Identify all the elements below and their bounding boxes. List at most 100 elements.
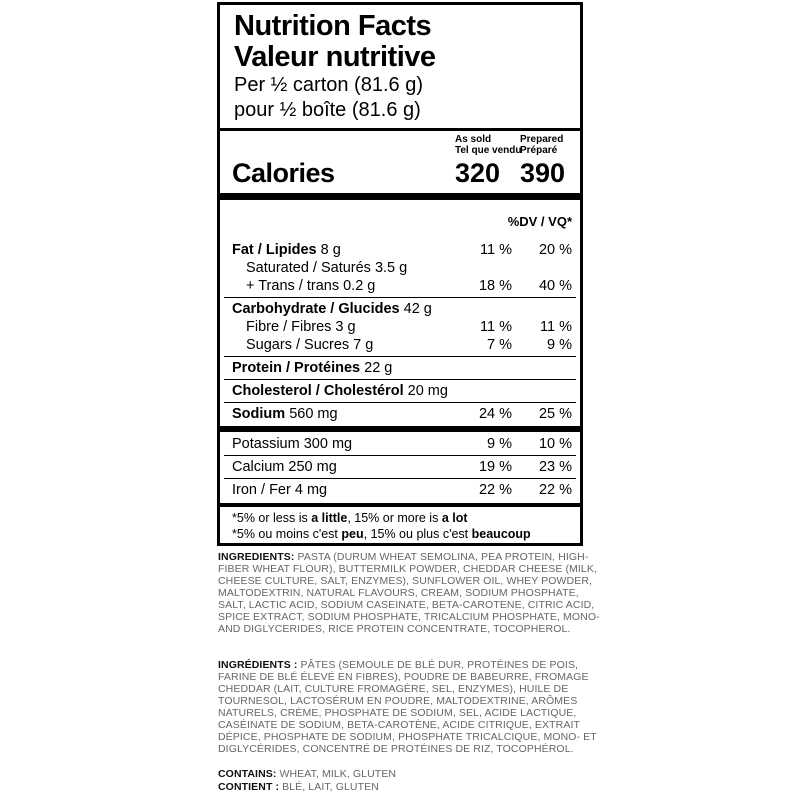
nutrient-amount: 42 g [399,301,432,317]
footnote-emphasis: beaucoup [471,526,531,541]
calories-label: Calories [232,158,335,188]
daily-value-header: %DV / VQ* [507,214,572,229]
separator-medium [220,128,580,131]
nutrient-label: Fibre / Fibres 3 g [232,318,455,336]
title-en: Nutrition Facts [234,10,432,42]
contains-en-text: WHEAT, MILK, GLUTEN [276,768,397,780]
separator-thin [224,379,576,380]
nutrient-amount: Potassium 300 mg [232,436,353,452]
nutrient-amount: Saturated / Saturés 3.5 g [246,260,408,276]
nutrient-name: Cholesterol / Cholestérol [232,383,404,399]
nutrient-amount: 560 mg [285,406,338,422]
prepared-en: Prepared [520,134,564,145]
footnote-emphasis: peu [341,526,364,541]
column-header-as-sold: As sold Tel que vendu [455,134,522,156]
nutrient-row-sugars: Sugars / Sucres 7 g 7 % 9 % [220,336,580,354]
spacer [232,134,455,156]
nutrient-row-fibre: Fibre / Fibres 3 g 11 % 11 % [220,318,580,336]
dv-prepared: 25 % [538,406,572,422]
nutrient-label: Carbohydrate / Glucides 42 g [232,300,455,318]
nutrition-facts-label: Nutrition Facts Valeur nutritive Per ½ c… [217,2,583,546]
nutrient-row-saturated: Saturated / Saturés 3.5 g [220,259,580,277]
dv-as-sold: 11 % [480,242,512,258]
nutrient-amount: 22 g [360,360,393,376]
column-headers: As sold Tel que vendu Prepared Préparé [220,134,580,156]
nutrient-label: Sugars / Sucres 7 g [232,336,455,354]
dv-prepared: 9 % [547,337,572,353]
nutrient-name: Fat / Lipides [232,242,317,258]
dv-prepared: 11 % [540,319,572,335]
nutrient-name: Sodium [232,406,286,422]
ingredients-fr: INGRÉDIENTS : PÂTES (SEMOULE DE BLÉ DUR,… [218,659,606,755]
separator-thin [224,455,576,456]
dv-as-sold: 18 % [478,278,512,294]
footnote-text: , 15% or more is [347,511,442,525]
nutrient-amount: Calcium 250 mg [232,459,337,475]
serving-size-en: Per ½ carton (81.6 g) [234,74,423,96]
dv-as-sold: 11 % [480,319,512,335]
footnote-fr: *5% ou moins c'est peu, 15% ou plus c'es… [220,527,580,543]
nutrient-amount: + Trans / trans 0.2 g [246,278,376,294]
nutrient-row-calcium: Calcium 250 mg 19 % 23 % [220,458,580,476]
allergen-statement: CONTAINS: WHEAT, MILK, GLUTEN CONTIENT :… [218,768,606,794]
as-sold-fr: Tel que vendu [455,145,522,156]
nutrient-label: Sodium 560 mg [232,405,455,423]
nutrient-label: Iron / Fer 4 mg [232,481,455,499]
footnote-emphasis: a little [311,511,348,525]
as-sold-en: As sold [455,134,492,145]
dv-as-sold: 22 % [478,482,512,498]
dv-as-sold: 24 % [478,406,512,422]
nutrient-row-trans: + Trans / trans 0.2 g 18 % 40 % [220,277,580,295]
nutrient-label: Fat / Lipides 8 g [232,241,455,259]
dv-prepared: 23 % [538,459,572,475]
dv-prepared: 22 % [538,482,572,498]
separator-thin [224,402,576,403]
separator-thin [224,297,576,298]
nutrient-row-sodium: Sodium 560 mg 24 % 25 % [220,405,580,423]
separator-thick [220,193,580,200]
nutrient-amount: 20 mg [403,383,448,399]
separator-thin [224,478,576,479]
dv-prepared: 40 % [538,278,572,294]
dv-as-sold: 19 % [478,459,512,475]
nutrient-row-protein: Protein / Protéines 22 g [220,359,580,377]
nutrient-label: + Trans / trans 0.2 g [232,277,455,295]
footnote-text: , 15% ou plus c'est [363,526,472,541]
nutrient-label: Calcium 250 mg [232,458,455,476]
title-fr: Valeur nutritive [234,41,436,73]
footnote-text: *5% ou moins c'est [232,526,342,541]
column-header-prepared: Prepared Préparé [520,134,572,156]
nutrient-row-carbohydrate: Carbohydrate / Glucides 42 g [220,300,580,318]
nutrient-label: Cholesterol / Cholestérol 20 mg [232,382,455,400]
ingredients-fr-label: INGRÉDIENTS : [218,659,298,671]
nutrient-label: Protein / Protéines 22 g [232,359,455,377]
nutrient-amount: 8 g [316,242,341,258]
footnote-emphasis: a lot [441,511,468,525]
nutrient-row-cholesterol: Cholesterol / Cholestérol 20 mg [220,382,580,400]
serving-size-fr: pour ½ boîte (81.6 g) [234,99,421,121]
contains-fr-label: CONTIENT : [218,781,280,793]
separator-medium [220,503,580,507]
contains-fr: CONTIENT : BLÉ, LAIT, GLUTEN [218,781,606,793]
nutrient-row-fat: Fat / Lipides 8 g 11 % 20 % [220,241,580,259]
nutrient-name: Carbohydrate / Glucides [232,301,400,317]
footnote-en: *5% or less is a little, 15% or more is … [220,511,580,527]
dv-prepared: 10 % [538,436,572,452]
contains-en: CONTAINS: WHEAT, MILK, GLUTEN [218,768,606,780]
dv-as-sold: 7 % [487,337,512,353]
ingredients-fr-text: PÂTES (SEMOULE DE BLÉ DUR, PROTÉINES DE … [218,659,597,755]
calories-prepared: 390 [520,158,566,188]
footnote-text: *5% or less is [232,511,312,525]
ingredients-en-label: INGREDIENTS: [218,551,295,563]
prepared-fr: Préparé [520,145,558,156]
contains-fr-text: BLÉ, LAIT, GLUTEN [279,781,379,793]
separator-thin [224,356,576,357]
ingredients-en-text: PASTA (DURUM WHEAT SEMOLINA, PEA PROTEIN… [218,551,600,635]
nutrient-amount: Iron / Fer 4 mg [232,482,328,498]
nutrient-label: Potassium 300 mg [232,435,455,453]
dv-as-sold: 9 % [487,436,512,452]
calories-as-sold: 320 [455,158,501,188]
contains-en-label: CONTAINS: [218,768,277,780]
nutrient-row-potassium: Potassium 300 mg 9 % 10 % [220,435,580,453]
